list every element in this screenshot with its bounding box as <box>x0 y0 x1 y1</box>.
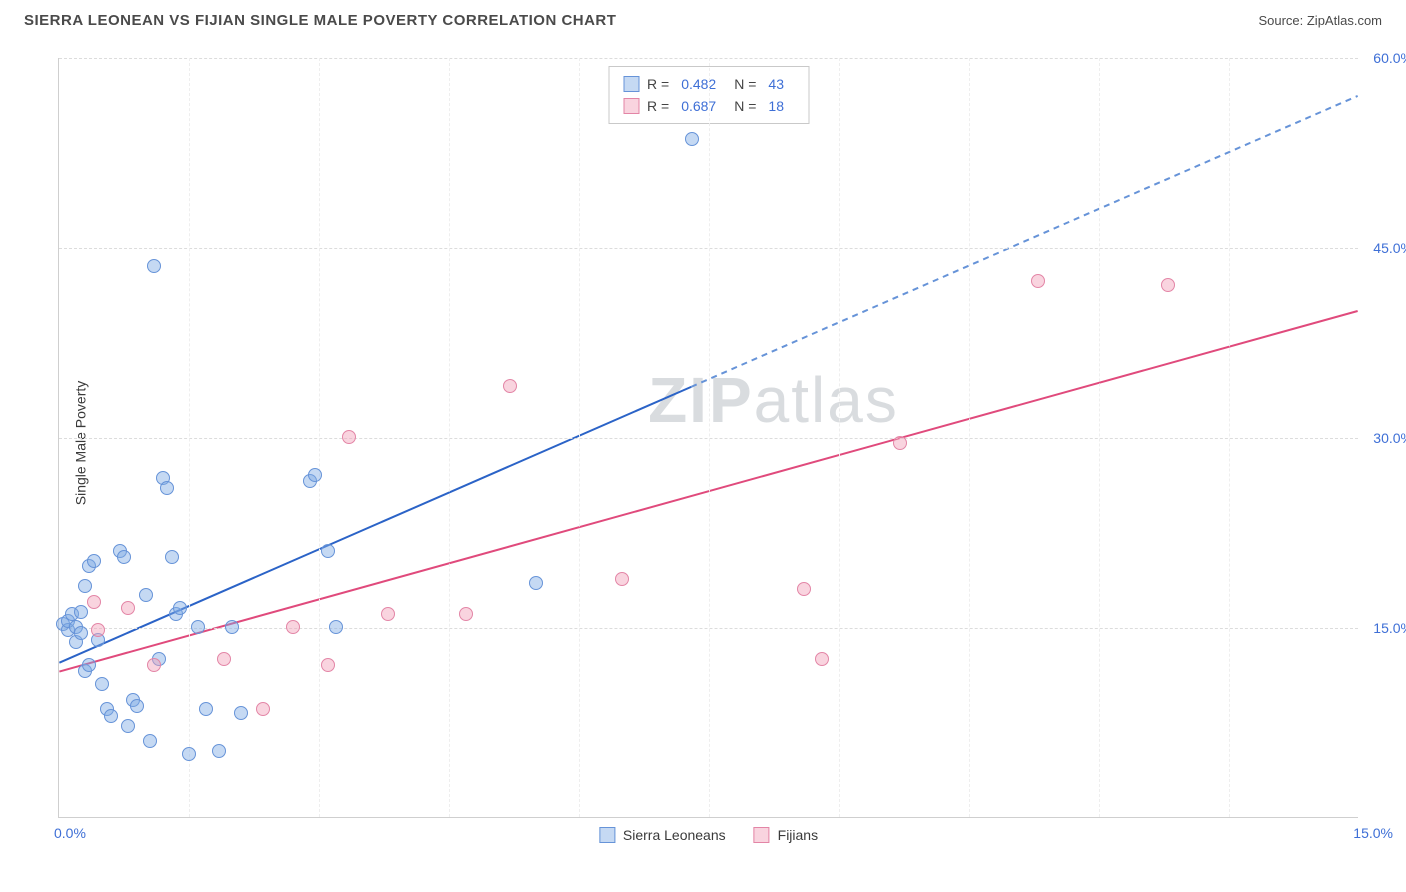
data-point-series-0 <box>225 620 239 634</box>
legend-item-0: Sierra Leoneans <box>599 827 726 843</box>
stat-n-label: N = <box>734 95 756 117</box>
data-point-series-0 <box>182 747 196 761</box>
data-point-series-0 <box>212 744 226 758</box>
legend-swatch-0 <box>599 827 615 843</box>
stat-n-label: N = <box>734 73 756 95</box>
data-point-series-1 <box>87 595 101 609</box>
watermark-suffix: atlas <box>754 364 899 436</box>
data-point-series-1 <box>91 623 105 637</box>
x-axis-min-label: 0.0% <box>54 825 86 841</box>
data-point-series-0 <box>82 658 96 672</box>
data-point-series-0 <box>191 620 205 634</box>
data-point-series-1 <box>342 430 356 444</box>
data-point-series-0 <box>173 601 187 615</box>
data-point-series-0 <box>685 132 699 146</box>
watermark-prefix: ZIP <box>648 364 754 436</box>
chart-header: SIERRA LEONEAN VS FIJIAN SINGLE MALE POV… <box>0 0 1406 37</box>
legend-label-0: Sierra Leoneans <box>623 827 726 843</box>
data-point-series-1 <box>286 620 300 634</box>
stat-r-value-1: 0.687 <box>681 95 716 117</box>
data-point-series-0 <box>117 550 131 564</box>
data-point-series-0 <box>121 719 135 733</box>
legend-swatch-1 <box>754 827 770 843</box>
trend-line-dashed <box>691 96 1357 387</box>
data-point-series-0 <box>321 544 335 558</box>
bottom-legend: Sierra Leoneans Fijians <box>599 827 818 843</box>
data-point-series-0 <box>78 579 92 593</box>
gridline-v <box>1229 58 1230 817</box>
data-point-series-0 <box>130 699 144 713</box>
y-tick-label: 45.0% <box>1373 240 1406 256</box>
data-point-series-0 <box>143 734 157 748</box>
data-point-series-1 <box>381 607 395 621</box>
data-point-series-1 <box>121 601 135 615</box>
swatch-series-1 <box>623 98 639 114</box>
gridline-v <box>839 58 840 817</box>
legend-label-1: Fijians <box>778 827 818 843</box>
gridline-v <box>709 58 710 817</box>
data-point-series-0 <box>234 706 248 720</box>
data-point-series-1 <box>147 658 161 672</box>
watermark: ZIPatlas <box>648 363 899 437</box>
data-point-series-1 <box>256 702 270 716</box>
chart-area: Single Male Poverty ZIPatlas R = 0.482 N… <box>48 48 1388 838</box>
legend-item-1: Fijians <box>754 827 818 843</box>
data-point-series-0 <box>329 620 343 634</box>
data-point-series-0 <box>160 481 174 495</box>
stat-r-label: R = <box>647 95 669 117</box>
data-point-series-0 <box>95 677 109 691</box>
trend-line-solid <box>59 387 691 663</box>
chart-source: Source: ZipAtlas.com <box>1258 13 1382 28</box>
stat-n-value-1: 18 <box>768 95 784 117</box>
swatch-series-0 <box>623 76 639 92</box>
stat-n-value-0: 43 <box>768 73 784 95</box>
gridline-v <box>189 58 190 817</box>
gridline-v <box>969 58 970 817</box>
data-point-series-0 <box>199 702 213 716</box>
data-point-series-0 <box>308 468 322 482</box>
data-point-series-1 <box>217 652 231 666</box>
chart-title: SIERRA LEONEAN VS FIJIAN SINGLE MALE POV… <box>24 12 616 29</box>
gridline-v <box>319 58 320 817</box>
data-point-series-1 <box>1161 278 1175 292</box>
y-tick-label: 15.0% <box>1373 620 1406 636</box>
data-point-series-1 <box>797 582 811 596</box>
data-point-series-1 <box>1031 274 1045 288</box>
y-tick-label: 30.0% <box>1373 430 1406 446</box>
data-point-series-0 <box>74 626 88 640</box>
data-point-series-0 <box>147 259 161 273</box>
data-point-series-0 <box>139 588 153 602</box>
gridline-v <box>579 58 580 817</box>
data-point-series-0 <box>74 605 88 619</box>
data-point-series-0 <box>529 576 543 590</box>
data-point-series-0 <box>87 554 101 568</box>
data-point-series-0 <box>165 550 179 564</box>
y-tick-label: 60.0% <box>1373 50 1406 66</box>
data-point-series-1 <box>893 436 907 450</box>
data-point-series-1 <box>615 572 629 586</box>
data-point-series-1 <box>321 658 335 672</box>
data-point-series-1 <box>503 379 517 393</box>
stat-r-value-0: 0.482 <box>681 73 716 95</box>
stat-r-label: R = <box>647 73 669 95</box>
data-point-series-0 <box>104 709 118 723</box>
data-point-series-1 <box>815 652 829 666</box>
plot-region: ZIPatlas R = 0.482 N = 43 R = 0.687 N = … <box>58 58 1358 818</box>
gridline-v <box>449 58 450 817</box>
gridline-v <box>1099 58 1100 817</box>
x-axis-max-label: 15.0% <box>1353 825 1393 841</box>
data-point-series-1 <box>459 607 473 621</box>
